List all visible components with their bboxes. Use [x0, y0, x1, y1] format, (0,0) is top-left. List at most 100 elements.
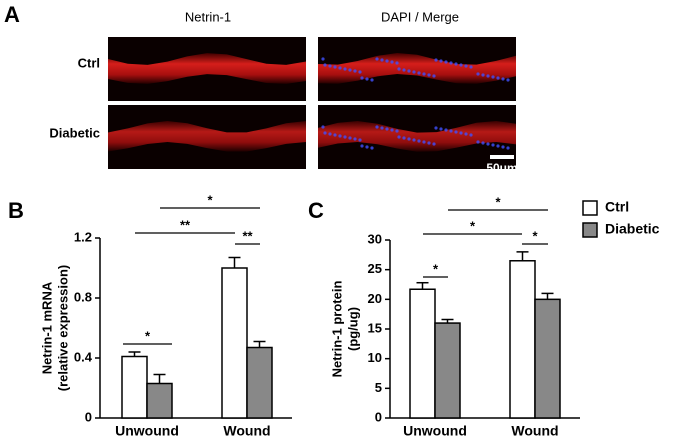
nucleus — [321, 125, 325, 129]
nucleus — [432, 74, 436, 78]
nucleus — [454, 130, 458, 134]
nucleus — [385, 59, 389, 63]
nucleus — [390, 128, 394, 132]
scale-label: 50um — [486, 161, 517, 175]
significance-label: ** — [242, 228, 253, 243]
nucleus — [476, 72, 480, 76]
nucleus — [449, 129, 453, 133]
nucleus — [323, 63, 327, 67]
nucleus — [486, 142, 490, 146]
significance-label: * — [532, 228, 538, 243]
nucleus — [321, 57, 325, 61]
nucleus — [360, 144, 364, 148]
nucleus — [338, 134, 342, 138]
nucleus — [338, 66, 342, 70]
nucleus — [444, 60, 448, 64]
bar — [146, 382, 173, 419]
column-header: Netrin-1 — [185, 9, 231, 24]
nucleus — [375, 125, 379, 129]
y-tick-label: 1.2 — [74, 229, 92, 244]
nucleus — [427, 141, 431, 145]
row-label: Diabetic — [49, 125, 100, 140]
nucleus — [506, 146, 510, 150]
nucleus — [491, 143, 495, 147]
nucleus — [328, 64, 332, 68]
significance-label: * — [470, 218, 476, 233]
micrographs — [108, 37, 516, 169]
nucleus — [417, 71, 421, 75]
y-tick-label: 30 — [368, 231, 382, 246]
nucleus — [422, 72, 426, 76]
row-label: Ctrl — [78, 55, 100, 70]
nucleus — [496, 144, 500, 148]
y-tick-label: 0 — [375, 409, 382, 424]
tissue-band — [108, 121, 306, 152]
y-tick-label: 25 — [368, 261, 382, 276]
y-tick-label: 0 — [85, 409, 92, 424]
tissue-band — [318, 121, 516, 152]
nucleus — [412, 70, 416, 74]
y-axis-label: Netrin-1 mRNA — [39, 281, 54, 374]
nucleus — [333, 65, 337, 69]
nucleus — [385, 127, 389, 131]
tissue-band — [318, 53, 516, 84]
nucleus — [454, 62, 458, 66]
panel-label: C — [308, 198, 324, 223]
nucleus — [427, 73, 431, 77]
nucleus — [348, 136, 352, 140]
legend-swatch — [582, 222, 598, 238]
nucleus — [323, 131, 327, 135]
y-tick-label: 20 — [368, 291, 382, 306]
bar — [409, 288, 436, 419]
nucleus — [358, 70, 362, 74]
nucleus — [422, 140, 426, 144]
nucleus — [407, 69, 411, 73]
nucleus — [481, 73, 485, 77]
y-tick-label: 15 — [368, 320, 382, 335]
nucleus — [390, 60, 394, 64]
nucleus — [353, 69, 357, 73]
x-tick-label: Unwound — [115, 423, 179, 439]
nucleus — [397, 135, 401, 139]
nucleus — [343, 135, 347, 139]
significance-label: ** — [180, 217, 191, 232]
bar — [534, 298, 561, 419]
nucleus — [365, 77, 369, 81]
panel-label: A — [4, 2, 20, 27]
x-tick-label: Wound — [223, 423, 270, 439]
nucleus — [402, 68, 406, 72]
nucleus — [464, 132, 468, 136]
nucleus — [469, 65, 473, 69]
nucleus — [434, 58, 438, 62]
nucleus — [395, 61, 399, 65]
nucleus — [439, 59, 443, 63]
nucleus — [434, 126, 438, 130]
nucleus — [469, 133, 473, 137]
nucleus — [459, 63, 463, 67]
nucleus — [333, 133, 337, 137]
y-tick-label: 0.8 — [74, 289, 92, 304]
bar — [509, 260, 536, 419]
significance-label: * — [495, 194, 501, 209]
nucleus — [328, 132, 332, 136]
nucleus — [464, 64, 468, 68]
nucleus — [360, 76, 364, 80]
nucleus — [439, 127, 443, 131]
nucleus — [476, 140, 480, 144]
nucleus — [486, 74, 490, 78]
y-tick-label: 10 — [368, 350, 382, 365]
legend-label: Diabetic — [605, 221, 660, 237]
nucleus — [449, 61, 453, 65]
nucleus — [397, 67, 401, 71]
nucleus — [395, 129, 399, 133]
nucleus — [444, 128, 448, 132]
nucleus — [343, 67, 347, 71]
nucleus — [412, 138, 416, 142]
nucleus — [432, 142, 436, 146]
bar — [246, 346, 273, 419]
y-axis-label: (pg/ug) — [345, 307, 360, 351]
bar — [434, 322, 461, 419]
nucleus — [501, 77, 505, 81]
nucleus — [417, 139, 421, 143]
y-tick-label: 5 — [375, 380, 382, 395]
